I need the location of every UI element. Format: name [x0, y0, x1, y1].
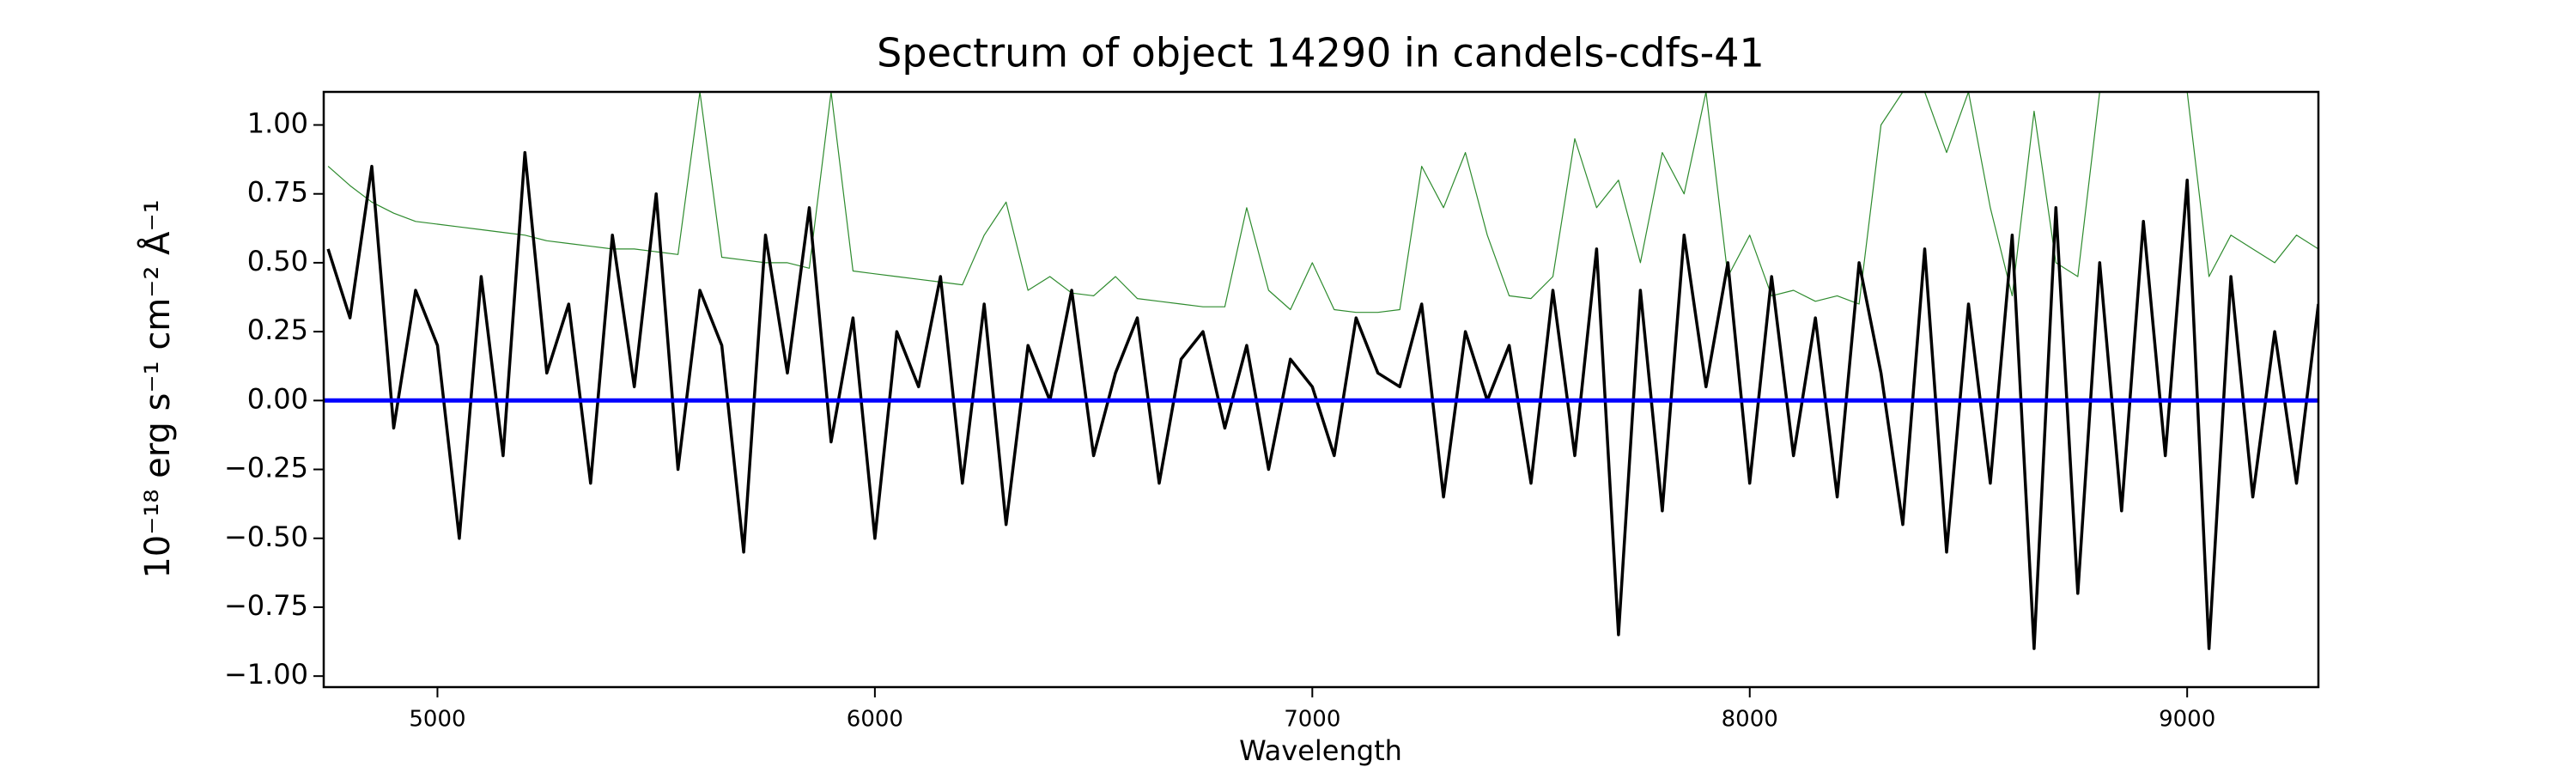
- x-axis-label: Wavelength: [1239, 734, 1402, 767]
- y-tick-label: 0.25: [247, 313, 308, 346]
- plot-frame: [322, 90, 2320, 689]
- y-tick-label: 0.50: [247, 245, 308, 277]
- spectrum-line: [326, 150, 2318, 650]
- y-tick-label: −0.50: [224, 520, 308, 553]
- y-tick-label: −0.25: [224, 452, 308, 484]
- y-tick-label: 1.00: [247, 107, 308, 140]
- plot-area: [324, 92, 2318, 650]
- x-tick-label: 9000: [2159, 707, 2215, 733]
- y-axis-label: 10⁻¹⁸ erg s⁻¹ cm⁻² Å⁻¹: [137, 199, 178, 578]
- y-tick-label: −1.00: [224, 658, 308, 691]
- x-tick-label: 6000: [847, 707, 903, 733]
- x-tick-label: 8000: [1722, 707, 1778, 733]
- y-tick-label: 0.00: [247, 382, 308, 415]
- y-tick-label: 0.75: [247, 176, 308, 209]
- x-tick-label: 7000: [1284, 707, 1340, 733]
- spectrum-line: [327, 92, 2318, 313]
- chart-title: Spectrum of object 14290 in candels-cdfs…: [877, 30, 1765, 76]
- y-tick-label: −0.75: [224, 589, 308, 622]
- x-tick-label: 5000: [409, 707, 465, 733]
